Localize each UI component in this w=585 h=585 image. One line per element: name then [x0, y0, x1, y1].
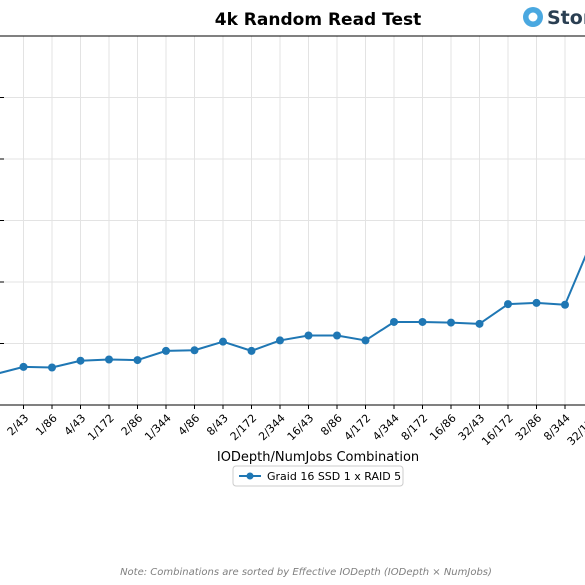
- brand-logo: Stora: [523, 7, 585, 29]
- data-point: [475, 319, 484, 328]
- data-point: [418, 317, 427, 326]
- legend: Graid 16 SSD 1 x RAID 5: [232, 465, 404, 487]
- data-point: [361, 336, 370, 345]
- data-point: [19, 362, 28, 371]
- data-point: [76, 356, 85, 365]
- data-point: [133, 356, 142, 365]
- x-axis-label: IODepth/NumJobs Combination: [217, 450, 419, 465]
- axes: [0, 35, 585, 409]
- data-point: [48, 363, 56, 372]
- data-point: [561, 300, 569, 309]
- legend-marker: [246, 472, 254, 480]
- data-point: [162, 346, 170, 355]
- data-point: [276, 336, 284, 345]
- legend-label: Graid 16 SSD 1 x RAID 5: [267, 470, 401, 483]
- chart-title: 4k Random Read Test: [215, 10, 422, 30]
- data-point: [447, 318, 455, 327]
- data-point: [532, 298, 541, 307]
- data-point: [504, 300, 512, 309]
- grid: [0, 36, 585, 405]
- data-point: [333, 331, 341, 340]
- brand-logo-text: Stora: [547, 7, 585, 29]
- data-point: [304, 331, 313, 340]
- footnote: Note: Combinations are sorted by Effecti…: [120, 567, 492, 578]
- data-point: [390, 317, 398, 326]
- legend-box: [232, 465, 404, 487]
- data-point: [105, 355, 113, 364]
- data-point: [190, 346, 199, 355]
- data-point: [247, 346, 256, 355]
- data-point: [219, 337, 227, 346]
- series-layer: [0, 254, 585, 374]
